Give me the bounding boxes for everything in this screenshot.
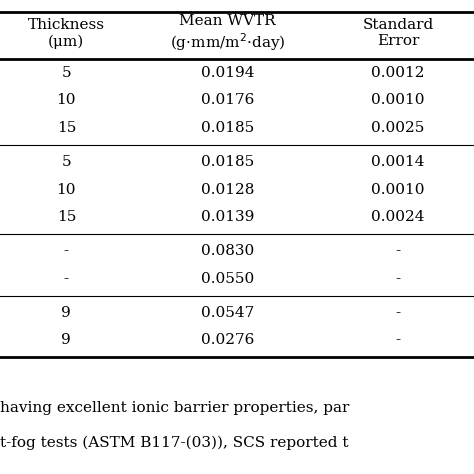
Text: 0.0550: 0.0550 xyxy=(201,272,254,286)
Text: 0.0024: 0.0024 xyxy=(372,210,425,224)
Text: 0.0014: 0.0014 xyxy=(372,155,425,169)
Text: -: - xyxy=(396,333,401,347)
Text: -: - xyxy=(64,244,69,258)
Text: -: - xyxy=(64,272,69,286)
Text: t-fog tests (ASTM B117-(03)), SCS reported t: t-fog tests (ASTM B117-(03)), SCS report… xyxy=(0,436,348,450)
Text: 15: 15 xyxy=(57,210,76,224)
Text: 0.0139: 0.0139 xyxy=(201,210,254,224)
Text: 0.0012: 0.0012 xyxy=(372,66,425,80)
Text: 0.0547: 0.0547 xyxy=(201,306,254,320)
Text: 10: 10 xyxy=(56,93,76,108)
Text: 0.0010: 0.0010 xyxy=(372,93,425,108)
Text: 9: 9 xyxy=(62,333,71,347)
Text: Mean WVTR
(g·mm/m$^2$·day): Mean WVTR (g·mm/m$^2$·day) xyxy=(170,14,285,53)
Text: 0.0185: 0.0185 xyxy=(201,155,254,169)
Text: 0.0194: 0.0194 xyxy=(201,66,254,80)
Text: having excellent ionic barrier properties, par: having excellent ionic barrier propertie… xyxy=(0,401,349,415)
Text: -: - xyxy=(396,272,401,286)
Text: 0.0176: 0.0176 xyxy=(201,93,254,108)
Text: -: - xyxy=(396,306,401,320)
Text: 0.0128: 0.0128 xyxy=(201,182,254,197)
Text: Thickness
(μm): Thickness (μm) xyxy=(28,18,105,48)
Text: 5: 5 xyxy=(62,155,71,169)
Text: 0.0830: 0.0830 xyxy=(201,244,254,258)
Text: 15: 15 xyxy=(57,121,76,135)
Text: Standard
Error: Standard Error xyxy=(363,18,434,48)
Text: 0.0276: 0.0276 xyxy=(201,333,254,347)
Text: 10: 10 xyxy=(56,182,76,197)
Text: 0.0185: 0.0185 xyxy=(201,121,254,135)
Text: 0.0010: 0.0010 xyxy=(372,182,425,197)
Text: 9: 9 xyxy=(62,306,71,320)
Text: 5: 5 xyxy=(62,66,71,80)
Text: 0.0025: 0.0025 xyxy=(372,121,425,135)
Text: -: - xyxy=(396,244,401,258)
